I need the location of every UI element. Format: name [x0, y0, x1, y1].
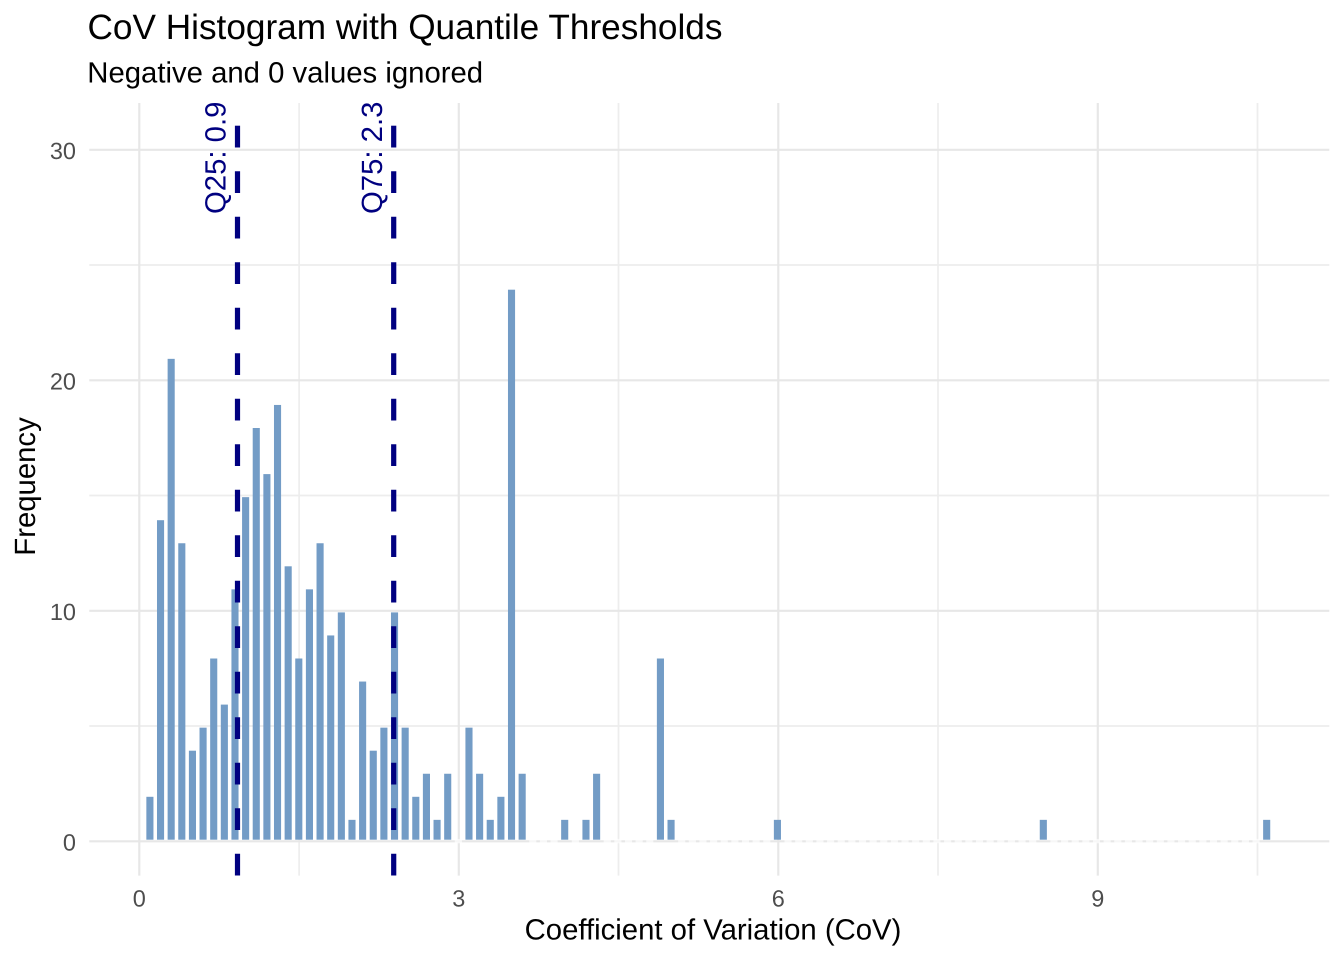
- svg-text:CoV Histogram with Quantile Th: CoV Histogram with Quantile Thresholds: [88, 8, 723, 47]
- svg-text:10: 10: [50, 599, 76, 625]
- svg-text:20: 20: [50, 369, 76, 395]
- svg-text:0: 0: [133, 885, 146, 911]
- svg-text:9: 9: [1091, 885, 1104, 911]
- svg-text:Q25: 0.9: Q25: 0.9: [200, 102, 233, 214]
- svg-text:30: 30: [50, 138, 76, 164]
- svg-text:Q75: 2.3: Q75: 2.3: [356, 102, 389, 214]
- svg-text:Frequency: Frequency: [9, 417, 42, 556]
- svg-text:0: 0: [63, 830, 76, 856]
- svg-text:6: 6: [772, 885, 785, 911]
- svg-text:Coefficient of Variation (CoV): Coefficient of Variation (CoV): [525, 913, 902, 946]
- svg-text:3: 3: [452, 885, 465, 911]
- svg-text:Negative and 0 values ignored: Negative and 0 values ignored: [87, 57, 483, 90]
